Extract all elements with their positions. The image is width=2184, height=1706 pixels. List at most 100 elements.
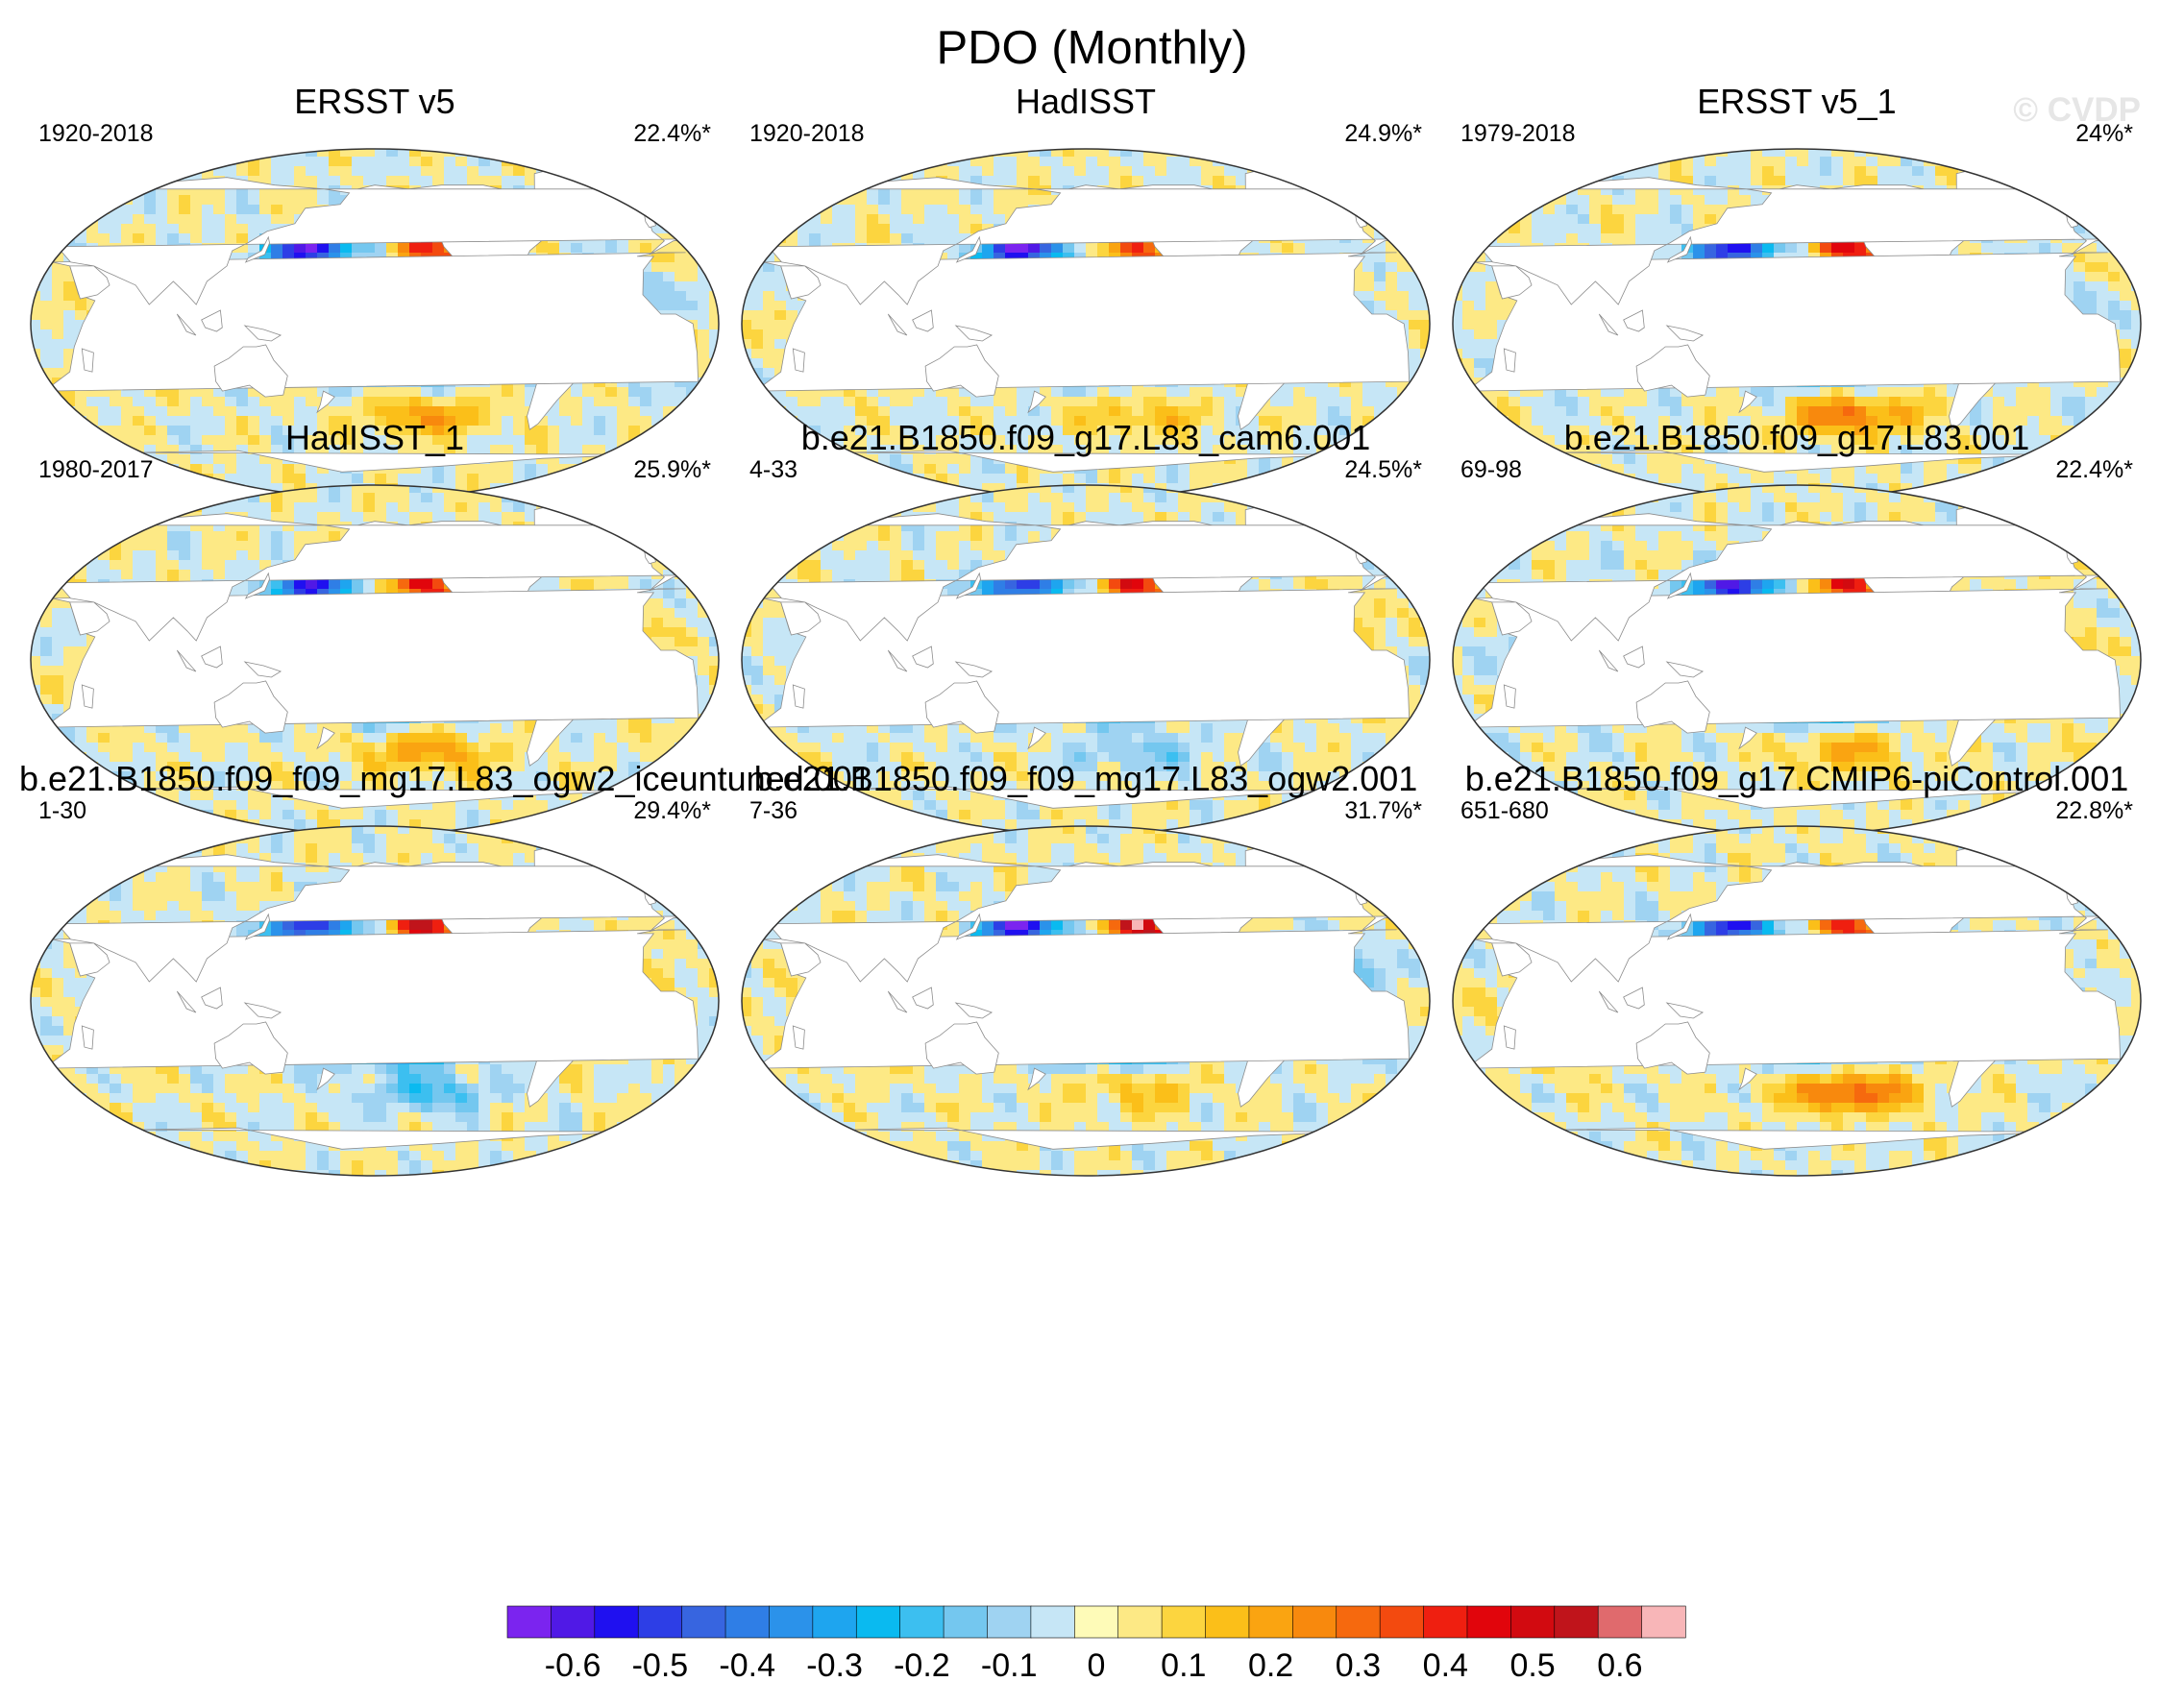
map-cell bbox=[133, 397, 145, 407]
map-cell bbox=[924, 157, 937, 167]
map-cell bbox=[855, 205, 868, 215]
map-cell bbox=[605, 426, 618, 436]
map-cell bbox=[340, 474, 353, 484]
map-cell bbox=[640, 157, 652, 167]
map-cell bbox=[821, 166, 833, 177]
map-cell bbox=[982, 397, 994, 407]
map-cell bbox=[1509, 214, 1521, 225]
map-cell bbox=[398, 176, 410, 186]
map-cell bbox=[878, 435, 891, 446]
map-cell bbox=[959, 416, 971, 426]
map-cell bbox=[248, 243, 260, 254]
map-cell bbox=[1120, 157, 1133, 167]
map-cell bbox=[1555, 224, 1567, 234]
map-cell bbox=[548, 406, 560, 417]
map-cell bbox=[421, 445, 433, 455]
map-cell bbox=[1843, 166, 1855, 177]
map-cell bbox=[821, 185, 833, 196]
map-cell bbox=[924, 387, 937, 398]
map-cell bbox=[248, 176, 260, 186]
map-cell bbox=[1040, 435, 1052, 446]
map-cell bbox=[294, 416, 307, 426]
map-cell bbox=[698, 406, 710, 417]
map-cell bbox=[742, 166, 752, 177]
map-cell bbox=[675, 301, 687, 311]
map-cell bbox=[1247, 149, 1260, 158]
map-cell bbox=[821, 149, 833, 158]
map-cell bbox=[271, 205, 283, 215]
map-cell bbox=[156, 445, 168, 455]
map-cell bbox=[1532, 185, 1544, 196]
map-cell bbox=[409, 416, 422, 426]
map-cell bbox=[1635, 149, 1648, 158]
map-cell bbox=[1305, 243, 1317, 254]
map-cell bbox=[959, 426, 971, 436]
map-cell bbox=[1409, 272, 1421, 282]
map-cell bbox=[786, 185, 798, 196]
map-cell bbox=[1635, 205, 1648, 215]
map-cell bbox=[1293, 166, 1306, 177]
map-cell bbox=[1362, 262, 1375, 273]
map-cell bbox=[386, 426, 399, 436]
map-cell bbox=[398, 149, 410, 158]
map-cell bbox=[63, 185, 76, 196]
map-cell bbox=[1305, 397, 1317, 407]
map-cell bbox=[936, 387, 948, 398]
map-cell bbox=[1543, 224, 1556, 234]
map-cell bbox=[1751, 149, 1763, 158]
map-cell bbox=[1362, 149, 1375, 158]
map-cell bbox=[248, 157, 260, 167]
map-cell bbox=[31, 310, 41, 321]
map-cell bbox=[1028, 166, 1041, 177]
map-cell bbox=[1328, 166, 1340, 177]
map-cell bbox=[1362, 416, 1375, 426]
map-cell bbox=[1462, 185, 1475, 196]
map-cell bbox=[144, 176, 157, 186]
map-cell bbox=[236, 426, 249, 436]
map-cell bbox=[409, 166, 422, 177]
map-cell bbox=[213, 454, 226, 465]
map-cell bbox=[1086, 157, 1098, 167]
map-cell bbox=[317, 464, 330, 475]
map-cell bbox=[663, 253, 675, 263]
map-cell bbox=[1086, 435, 1098, 446]
map-cell bbox=[121, 185, 134, 196]
map-cell bbox=[1820, 166, 1832, 177]
map-cell bbox=[1316, 243, 1329, 254]
map-cell bbox=[40, 406, 53, 417]
map-cell bbox=[947, 185, 960, 196]
map-cell bbox=[144, 214, 157, 225]
map-cell bbox=[329, 474, 341, 484]
map-cell bbox=[1017, 416, 1029, 426]
map-cell bbox=[1017, 406, 1029, 417]
map-cell bbox=[432, 426, 445, 436]
map-cell bbox=[1166, 474, 1179, 484]
map-cell bbox=[605, 243, 618, 254]
map-cell bbox=[248, 185, 260, 196]
map-cell bbox=[133, 214, 145, 225]
map-cell bbox=[742, 320, 752, 330]
map-cell bbox=[1409, 358, 1421, 369]
map-cell bbox=[709, 166, 719, 177]
map-cell bbox=[40, 185, 53, 196]
map-cell bbox=[1305, 176, 1317, 186]
map-cell bbox=[259, 416, 272, 426]
map-cell bbox=[2039, 185, 2051, 196]
map-cell bbox=[617, 397, 629, 407]
map-cell bbox=[947, 149, 960, 158]
map-cell bbox=[774, 214, 787, 225]
map-cell bbox=[1808, 157, 1821, 167]
map-cell bbox=[1190, 387, 1202, 398]
map-cell bbox=[594, 149, 606, 158]
map-cell bbox=[1901, 176, 1913, 186]
panel-title: ERSST v5_1 bbox=[1441, 82, 2152, 122]
map-cell bbox=[306, 157, 318, 167]
map-cell bbox=[867, 233, 879, 244]
map-cell bbox=[1097, 445, 1110, 455]
map-cell bbox=[1005, 416, 1018, 426]
map-cell bbox=[75, 233, 87, 244]
map-cell bbox=[513, 426, 526, 436]
map-cell bbox=[786, 195, 798, 206]
map-cell bbox=[271, 214, 283, 225]
map-cell bbox=[1543, 176, 1556, 186]
